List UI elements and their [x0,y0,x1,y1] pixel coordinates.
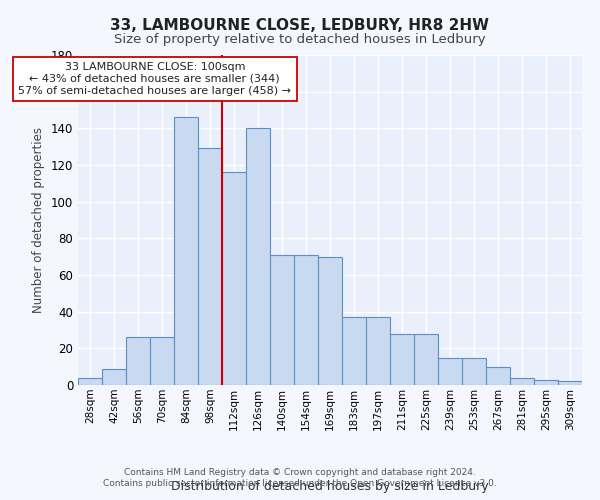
Bar [246,128,270,385]
Bar [174,118,198,385]
Bar [414,334,438,385]
Bar [486,366,510,385]
X-axis label: Distribution of detached houses by size in Ledbury: Distribution of detached houses by size … [171,480,489,493]
Bar [510,378,534,385]
Bar [270,255,294,385]
Bar [198,148,222,385]
Bar [102,368,126,385]
Bar [438,358,462,385]
Bar [294,255,318,385]
Bar [342,317,366,385]
Text: 33 LAMBOURNE CLOSE: 100sqm
← 43% of detached houses are smaller (344)
57% of sem: 33 LAMBOURNE CLOSE: 100sqm ← 43% of deta… [19,62,292,96]
Y-axis label: Number of detached properties: Number of detached properties [32,127,45,313]
Text: Size of property relative to detached houses in Ledbury: Size of property relative to detached ho… [114,32,486,46]
Bar [366,317,390,385]
Bar [78,378,102,385]
Bar [222,172,246,385]
Bar [150,338,174,385]
Bar [318,256,342,385]
Bar [534,380,558,385]
Bar [558,382,582,385]
Text: 33, LAMBOURNE CLOSE, LEDBURY, HR8 2HW: 33, LAMBOURNE CLOSE, LEDBURY, HR8 2HW [110,18,490,32]
Bar [462,358,486,385]
Bar [126,338,150,385]
Bar [390,334,414,385]
Text: Contains HM Land Registry data © Crown copyright and database right 2024.
Contai: Contains HM Land Registry data © Crown c… [103,468,497,487]
